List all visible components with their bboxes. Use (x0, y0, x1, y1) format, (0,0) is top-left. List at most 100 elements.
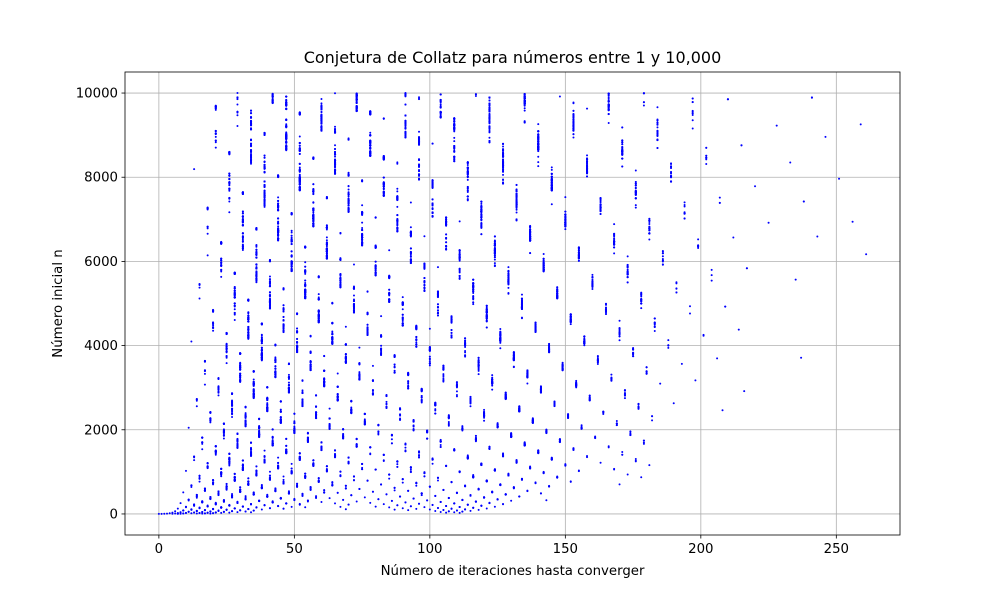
data-point (274, 356, 277, 359)
data-point (179, 511, 182, 514)
data-point (399, 417, 402, 420)
data-point (485, 326, 488, 329)
data-point (323, 489, 326, 492)
data-point (220, 506, 223, 509)
data-point (193, 455, 196, 458)
data-point (474, 434, 477, 437)
data-point (203, 509, 206, 512)
data-point (352, 475, 355, 478)
data-point (331, 336, 334, 339)
data-point (396, 465, 399, 468)
data-point (236, 432, 239, 435)
data-point (393, 365, 396, 368)
data-point (393, 354, 396, 357)
data-point (450, 480, 453, 483)
data-point (485, 313, 488, 316)
data-point (331, 321, 334, 324)
data-point (418, 453, 421, 456)
data-point (640, 476, 643, 479)
data-point (203, 512, 206, 515)
data-point (651, 415, 654, 418)
data-point (344, 484, 347, 487)
data-point (371, 364, 374, 367)
data-point (450, 328, 453, 331)
data-point (282, 480, 285, 483)
data-point (423, 471, 426, 474)
data-point (263, 504, 266, 507)
data-point (623, 392, 626, 395)
data-point (258, 424, 261, 427)
data-point (485, 507, 488, 510)
data-point (409, 505, 412, 508)
data-point (217, 390, 220, 393)
data-point (239, 352, 242, 355)
data-point (401, 308, 404, 311)
data-point (317, 479, 320, 482)
data-point (209, 512, 212, 515)
data-point (358, 487, 361, 490)
data-point (377, 498, 380, 501)
data-point (271, 428, 274, 431)
data-point (282, 318, 285, 321)
data-point (667, 344, 670, 347)
data-point (436, 476, 439, 479)
data-point (182, 509, 185, 512)
data-point (209, 417, 212, 420)
data-point (396, 460, 399, 463)
data-point (279, 416, 282, 419)
data-point (447, 510, 450, 513)
data-point (599, 461, 602, 464)
data-point (380, 347, 383, 350)
data-point (214, 501, 217, 504)
data-point (271, 439, 274, 442)
data-point (404, 442, 407, 445)
data-point (206, 465, 209, 468)
data-point (282, 475, 285, 478)
data-point (366, 323, 369, 326)
data-point (369, 446, 372, 449)
data-point (420, 394, 423, 397)
data-point (428, 362, 431, 365)
data-point (512, 365, 515, 368)
data-point (483, 410, 486, 413)
data-point (182, 491, 185, 494)
data-point (642, 441, 645, 444)
data-point (352, 478, 355, 481)
data-point (344, 487, 347, 490)
data-point (184, 511, 187, 514)
data-point (260, 484, 263, 487)
data-point (583, 335, 586, 338)
data-point (344, 353, 347, 356)
data-point (474, 436, 477, 439)
data-point (287, 373, 290, 376)
data-point (203, 372, 206, 375)
data-point (309, 350, 312, 353)
data-point (447, 414, 450, 417)
data-point (298, 455, 301, 458)
data-point (442, 488, 445, 491)
data-point (168, 512, 171, 515)
data-point (461, 498, 464, 501)
data-point (268, 470, 271, 473)
data-point (328, 417, 331, 420)
data-point (187, 510, 190, 513)
data-point (160, 512, 163, 515)
data-point (380, 315, 383, 318)
data-point (201, 512, 204, 515)
data-point (298, 502, 301, 505)
data-point (502, 503, 505, 506)
data-point (648, 464, 651, 467)
data-point (241, 463, 244, 466)
data-point (439, 443, 442, 446)
data-point (426, 499, 429, 502)
data-point (401, 316, 404, 319)
data-point (556, 475, 559, 478)
data-point (260, 333, 263, 336)
data-point (464, 508, 467, 511)
data-point (252, 380, 255, 383)
data-point (623, 397, 626, 400)
data-point (214, 449, 217, 452)
data-point (287, 386, 290, 389)
data-point (488, 445, 491, 448)
data-point (179, 502, 182, 505)
